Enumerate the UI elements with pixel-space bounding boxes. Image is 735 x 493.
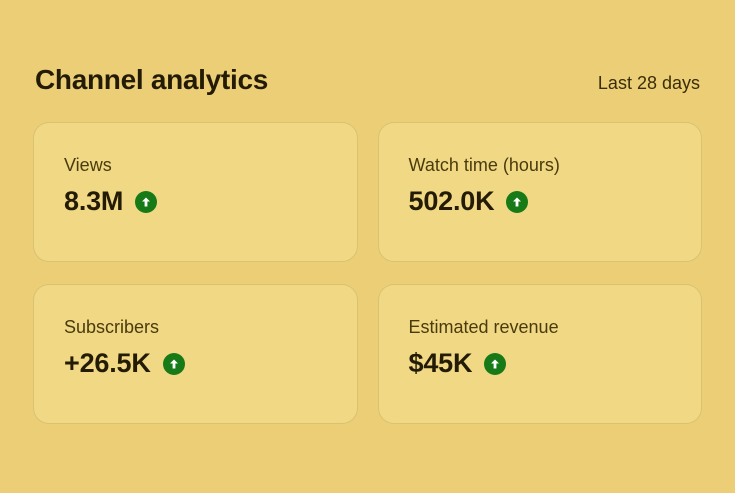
stat-value: +26.5K xyxy=(64,348,151,378)
stat-card-views[interactable]: Views 8.3M xyxy=(33,122,358,262)
stat-value-row: 8.3M xyxy=(64,186,327,217)
stat-cards-grid: Views 8.3M Watch time (hours) 502.0K xyxy=(33,122,702,424)
stat-value: $45K xyxy=(408,348,473,378)
stat-card-estimated-revenue[interactable]: Estimated revenue $45K xyxy=(377,284,702,424)
stat-label: Views xyxy=(64,155,112,175)
stat-value-row: +26.5K xyxy=(64,348,327,379)
stat-value-row: 502.0K xyxy=(409,186,672,217)
stat-value: 502.0K xyxy=(408,186,495,216)
period-label: Last 28 days xyxy=(597,73,700,93)
trend-up-icon xyxy=(162,352,185,375)
stat-value-row: $45K xyxy=(409,348,672,379)
trend-up-icon xyxy=(135,190,158,213)
stat-card-subscribers[interactable]: Subscribers +26.5K xyxy=(33,284,358,424)
stat-label: Subscribers xyxy=(64,317,160,337)
stat-card-watch-time[interactable]: Watch time (hours) 502.0K xyxy=(377,122,702,262)
stat-label: Estimated revenue xyxy=(408,317,559,337)
trend-up-icon xyxy=(506,190,529,213)
analytics-header: Channel analytics Last 28 days xyxy=(33,64,702,96)
trend-up-icon xyxy=(484,352,507,375)
page-title: Channel analytics xyxy=(35,64,268,95)
stat-value: 8.3M xyxy=(64,186,124,216)
stat-label: Watch time (hours) xyxy=(408,155,560,175)
